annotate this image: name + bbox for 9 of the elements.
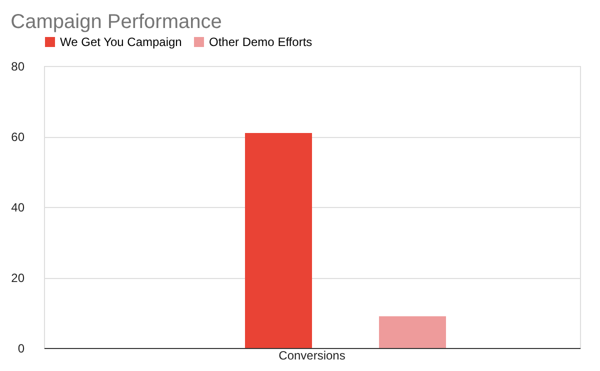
y-tick-label: 80 — [11, 60, 25, 74]
legend-label: Other Demo Efforts — [209, 35, 312, 49]
y-tick-label: 60 — [11, 130, 25, 144]
y-tick-label: 20 — [11, 271, 25, 285]
y-tick-label: 0 — [18, 342, 25, 356]
x-tick-label: Conversions — [278, 348, 346, 362]
chart-title: Campaign Performance — [10, 11, 222, 33]
legend-label: We Get You Campaign — [60, 35, 182, 49]
y-tick-label: 40 — [11, 200, 25, 214]
